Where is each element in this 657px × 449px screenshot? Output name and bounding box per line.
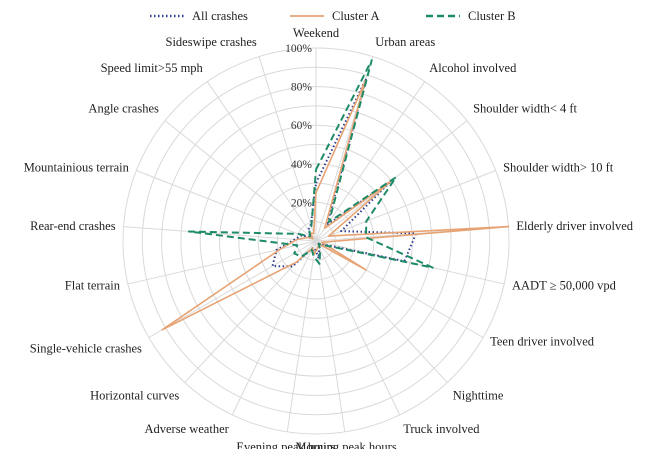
tick-label: 80% [291,82,313,94]
legend-label-cluster-a: Cluster A [332,9,380,23]
axis-label-speed-limit-55-mph: Speed limit>55 mph [101,61,204,75]
axis-label-mountainious-terrain: Mountainious terrain [24,161,130,175]
radar-series [161,59,510,331]
legend-label-cluster-b: Cluster B [468,9,516,23]
spoke-morning-peak-hours [315,240,346,432]
axis-label-angle-crashes: Angle crashes [88,102,159,116]
axis-label-nighttime: Nighttime [453,388,504,402]
spoke-mountainious-terrain [136,170,317,242]
spoke-angle-crashes [164,120,317,242]
axis-label-urban-areas: Urban areas [375,35,435,49]
spoke-adverse-weather [231,240,317,416]
axis-label-horizontal-curves: Horizontal curves [90,388,179,402]
spoke-evening-peak-hours [286,240,317,432]
series-line-all-crashes [271,77,418,268]
series-line-cluster-a [161,79,510,331]
axis-label-morning-peak-hours: Morning peak hours [295,440,397,449]
tick-label: 40% [291,159,313,171]
axis-label-weekend: Weekend [293,26,340,40]
axis-label-adverse-weather: Adverse weather [144,422,229,436]
chart-legend: All crashes Cluster A Cluster B [150,9,516,23]
tick-label: 100% [285,43,312,55]
axis-label-truck-involved: Truck involved [403,422,480,436]
spoke-flat-terrain [127,240,317,285]
series-line-cluster-b [188,59,434,269]
spoke-single-vehicle-crashes [148,240,317,338]
legend-label-all-crashes: All crashes [192,9,248,23]
axis-label-teen-driver-involved: Teen driver involved [490,335,595,349]
axis-label-flat-terrain: Flat terrain [65,279,121,293]
axis-label-aadt-50-000-vpd: AADT ≥ 50,000 vpd [512,279,617,293]
axis-label-single-vehicle-crashes: Single-vehicle crashes [30,342,142,356]
spoke-speed-limit-55-mph [206,81,317,242]
axis-label-alcohol-involved: Alcohol involved [429,61,517,75]
radar-axis-labels: Weekend Urban areas Alcohol involved Should… [24,26,634,449]
axis-label-shoulder-width-4-ft: Shoulder width< 4 ft [473,102,577,116]
radar-tick-labels: 20% 40% 60% 80% 100% [285,43,312,209]
axis-label-elderly-driver-involved: Elderly driver involved [516,219,633,233]
axis-label-evening-peak-hours: Evening peak hours [236,440,335,449]
axis-label-sideswipe-crashes: Sideswipe crashes [166,35,257,49]
tick-label: 20% [291,197,313,209]
axis-label-rear-end-crashes: Rear-end crashes [30,219,116,233]
axis-label-shoulder-width-10-ft: Shoulder width> 10 ft [503,161,614,175]
spoke-sideswipe-crashes [258,56,317,242]
spoke-truck-involved [315,240,401,416]
tick-label: 60% [291,120,313,132]
spoke-rear-end-crashes [123,226,317,242]
spoke-alcohol-involved [315,81,426,242]
spoke-nighttime [315,240,448,383]
spoke-aadt-50-000-vpd [315,240,505,285]
spoke-shoulder-width-10-ft [315,170,496,242]
